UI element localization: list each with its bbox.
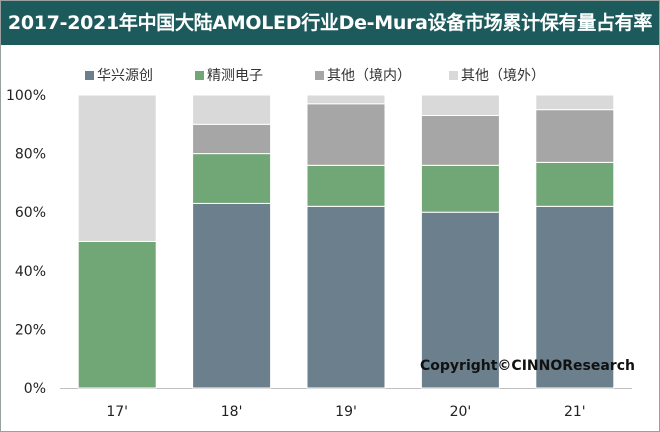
x-tick-label: 18' [221, 404, 243, 420]
y-tick-label: 0% [24, 381, 46, 397]
legend-swatch [85, 71, 94, 80]
bar-segment [535, 161, 615, 207]
bar-segment [192, 153, 272, 204]
legend-label: 其他（境内） [327, 68, 411, 84]
chart-title: 2017-2021年中国大陆AMOLED行业De-Mura设备市场累计保有量占有… [7, 12, 653, 34]
title-bar: 2017-2021年中国大陆AMOLED行业De-Mura设备市场累计保有量占有… [1, 1, 659, 45]
legend-swatch [315, 71, 324, 80]
y-tick-label: 100% [6, 88, 46, 104]
bar-segment [192, 94, 272, 125]
legend-label: 华兴源创 [97, 68, 153, 84]
x-tick-label: 19' [335, 404, 357, 420]
bar-segment [420, 211, 500, 389]
y-tick-label: 60% [15, 205, 46, 221]
y-tick-label: 20% [15, 322, 46, 338]
bar-segment [306, 94, 386, 105]
bar-segment [192, 123, 272, 155]
legend-label: 精测电子 [207, 68, 263, 84]
bar-segment [77, 241, 157, 389]
y-tick-label: 40% [15, 264, 46, 280]
bar-segment [420, 115, 500, 166]
bar-segment [535, 109, 615, 163]
axes: 0% 20% 40% 60% 80% 100% 17' 18' 19' 20' 21' [6, 88, 632, 420]
bar-segment [420, 94, 500, 117]
bars [77, 94, 615, 389]
x-tick-label: 20' [450, 404, 472, 420]
bar-segment [306, 205, 386, 389]
bar-segment [306, 164, 386, 207]
y-tick-label: 80% [15, 147, 46, 163]
x-tick-label: 21' [564, 404, 586, 420]
bar-segment [77, 94, 157, 242]
x-tick-label: 17' [106, 404, 128, 420]
bar-segment [420, 164, 500, 213]
legend-swatch [195, 71, 204, 80]
copyright-text: Copyright©CINNOResearch [420, 358, 635, 374]
bar-segment [306, 103, 386, 166]
bar-segment [192, 202, 272, 389]
bar-segment [535, 94, 615, 111]
legend-swatch [449, 71, 458, 80]
legend-label: 其他（境外） [461, 68, 545, 84]
legend: 华兴源创 精测电子 其他（境内） 其他（境外） [85, 68, 545, 84]
